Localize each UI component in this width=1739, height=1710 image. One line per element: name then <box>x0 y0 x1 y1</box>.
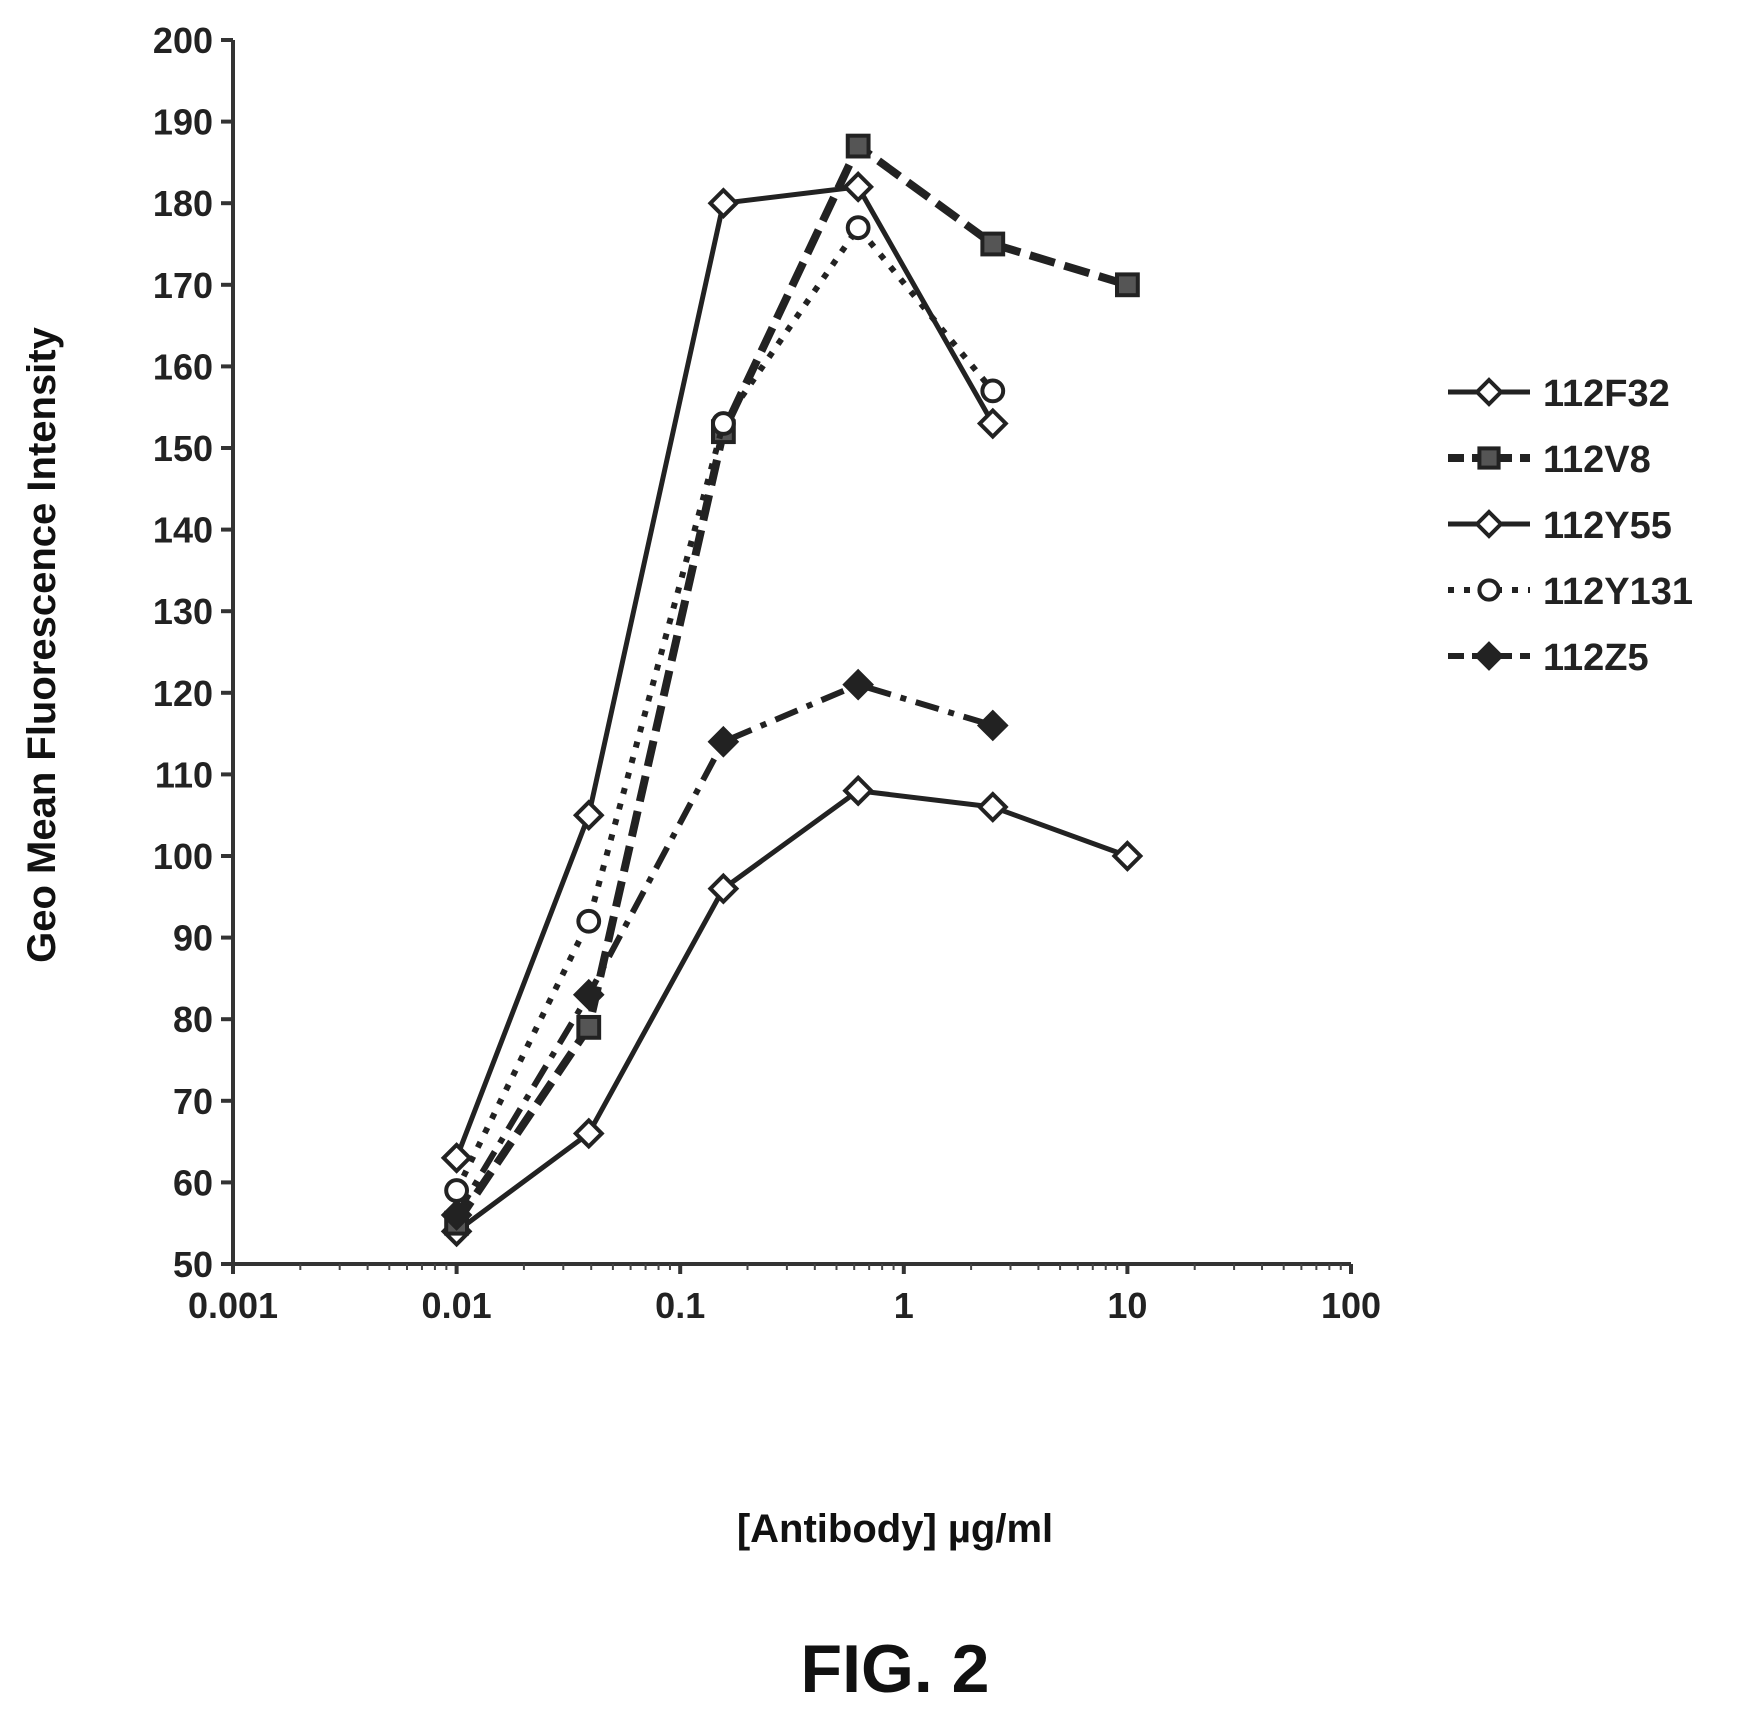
data-point <box>980 231 1006 257</box>
legend-item: 112V8 <box>1448 439 1651 481</box>
data-point <box>440 1199 473 1231</box>
legend-label: 112F32 <box>1543 373 1670 415</box>
legend-marker-swatch <box>1474 377 1504 407</box>
y-tick-label: 180 <box>153 183 213 224</box>
series-line <box>454 184 995 1159</box>
y-tick-label: 110 <box>155 754 213 795</box>
data-point <box>842 171 874 203</box>
data-point <box>1115 272 1140 298</box>
series-line <box>455 788 1129 1234</box>
data-point <box>976 709 1009 742</box>
y-tick-label: 190 <box>153 102 213 143</box>
data-point <box>710 411 736 436</box>
legend-label: 112Y55 <box>1543 505 1672 547</box>
data-point <box>707 872 740 905</box>
legend-marker-swatch <box>1477 578 1501 602</box>
data-point <box>1111 840 1144 872</box>
series-112Z5 <box>440 668 1009 1231</box>
series-112Y131 <box>444 215 1006 1203</box>
legend-label: 112Z5 <box>1543 637 1649 679</box>
legend: 112F32 112V8 112Y55 112Y131 112Z5 <box>1448 373 1693 679</box>
data-point <box>707 725 740 758</box>
data-point <box>572 1117 605 1150</box>
y-tick-label: 200 <box>153 20 213 61</box>
legend-item: 112Y55 <box>1448 505 1672 547</box>
x-tick-label: 0.001 <box>188 1285 278 1326</box>
y-axis-title: Geo Mean Fluorescence Intensity <box>20 326 64 962</box>
data-point <box>576 908 602 934</box>
series-line <box>453 224 996 1192</box>
axes: 0.001 0.01 0.1 1 10 100 506070809010011012013… <box>153 20 1381 1326</box>
y-tick-label: 100 <box>153 836 213 877</box>
x-tick-label: 0.1 <box>655 1285 705 1326</box>
series-line <box>454 681 994 1217</box>
series-layer <box>440 133 1144 1248</box>
data-point <box>845 215 871 241</box>
legend-item: 112Z5 <box>1448 637 1649 679</box>
legend-item: 112F32 <box>1448 373 1670 415</box>
y-tick-label: 60 <box>173 1162 213 1203</box>
legend-label: 112V8 <box>1543 439 1651 481</box>
x-axis-title: [Antibody] µg/ml <box>737 1507 1053 1551</box>
x-ticks: 0.001 0.01 0.1 1 10 100 <box>188 1264 1381 1326</box>
legend-label: 112Y131 <box>1543 571 1693 613</box>
data-point <box>440 1142 473 1174</box>
data-point <box>572 978 605 1011</box>
y-tick-label: 170 <box>153 265 213 306</box>
data-point <box>842 668 874 701</box>
y-ticks: 50 60 70 80 90 100 110 120 130 140 150 160 170 180 190… <box>153 20 233 1285</box>
data-point <box>576 1014 602 1040</box>
figure-caption: FIG. 2 <box>801 1631 990 1707</box>
x-tick-label: 0.01 <box>422 1285 492 1326</box>
y-tick-label: 90 <box>173 918 213 959</box>
y-tick-label: 50 <box>173 1244 213 1285</box>
y-tick-label: 140 <box>153 510 213 551</box>
data-point <box>976 791 1009 823</box>
y-tick-label: 80 <box>173 999 213 1040</box>
data-point <box>707 187 740 220</box>
series-line <box>453 142 1129 1226</box>
legend-marker-swatch <box>1477 446 1501 470</box>
y-tick-label: 120 <box>153 673 213 714</box>
series-112V8 <box>444 133 1140 1236</box>
y-tick-label: 130 <box>153 591 213 632</box>
series-112Y55 <box>440 171 1009 1174</box>
data-point <box>980 378 1006 404</box>
data-point <box>845 133 871 159</box>
x-tick-label: 10 <box>1107 1285 1147 1326</box>
data-point <box>842 774 874 807</box>
data-point <box>976 407 1009 440</box>
y-tick-label: 160 <box>153 346 213 387</box>
legend-item: 112Y131 <box>1448 571 1693 613</box>
x-tick-label: 100 <box>1321 1285 1381 1326</box>
y-tick-label: 150 <box>153 428 213 469</box>
legend-marker-swatch <box>1474 641 1504 671</box>
series-112F32 <box>440 774 1144 1248</box>
y-tick-label: 70 <box>173 1081 213 1122</box>
data-point <box>572 799 605 832</box>
legend-marker-swatch <box>1474 509 1504 539</box>
x-tick-label: 1 <box>894 1285 914 1326</box>
